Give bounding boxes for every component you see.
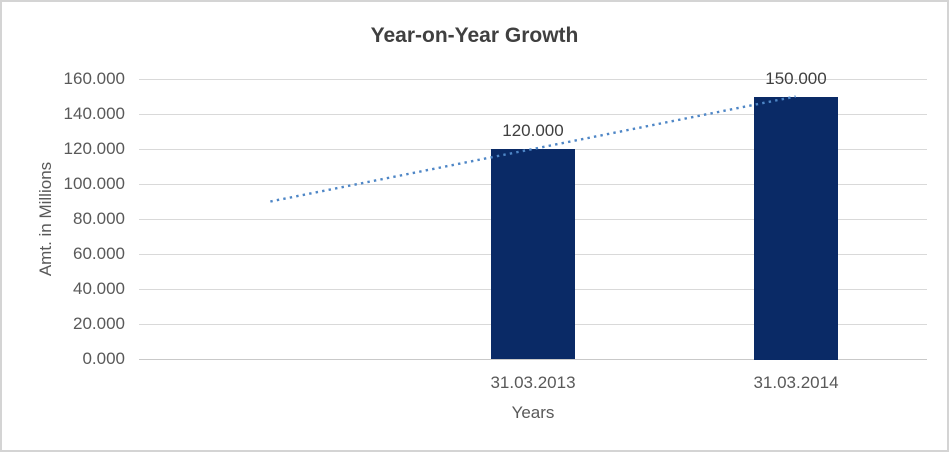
chart-title: Year-on-Year Growth [370, 24, 579, 47]
y-tick-label: 160.000 [63, 69, 125, 88]
gridline [139, 79, 927, 80]
x-axis-line [139, 359, 927, 360]
y-tick-label: 40.000 [73, 279, 125, 298]
y-tick-label: 100.000 [63, 174, 125, 193]
data-label: 120.000 [502, 121, 564, 140]
y-tick-label: 120.000 [63, 139, 125, 158]
x-axis-title: Years [511, 403, 555, 422]
x-tick-label: 31.03.2014 [753, 373, 839, 392]
y-tick-label: 60.000 [73, 244, 125, 263]
y-tick-label: 80.000 [73, 209, 125, 228]
y-tick-label: 20.000 [73, 314, 125, 333]
y-tick-label: 140.000 [63, 104, 125, 123]
y-tick-label: 0.000 [82, 349, 125, 368]
bar-31.03.2013 [491, 149, 575, 359]
x-tick-label: 31.03.2013 [490, 373, 576, 392]
data-label: 150.000 [765, 69, 827, 88]
bar-31.03.2014 [754, 97, 838, 360]
